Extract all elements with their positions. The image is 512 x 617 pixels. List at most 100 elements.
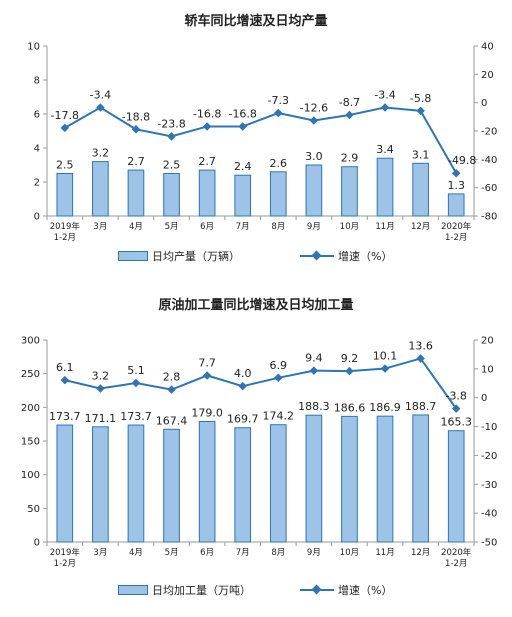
chart-1-legend-line: 增速（%） [300,248,392,264]
bar-label: 173.7 [120,410,152,423]
x-tick-label: 9月 [307,222,321,232]
bar [269,171,287,217]
bar [92,426,109,543]
x-tick-label: 8月 [271,548,285,558]
line-label: 2.8 [163,371,181,384]
bar-label: 179.0 [191,406,223,419]
chart-2-legend-line-label: 增速（%） [338,584,393,597]
bar [127,424,145,543]
bar-label: 3.4 [376,143,394,156]
x-tick-label: 5月 [165,222,179,232]
line-label: -12.6 [300,102,328,115]
right-tick-label: -80 [481,212,497,223]
left-tick-label: 0 [34,538,40,549]
chart-2-legend-line: 增速（%） [300,582,392,598]
right-tick-label: 0 [481,98,487,109]
x-tick-label: 10月 [340,548,359,558]
bar [341,166,358,217]
bar-label: 165.3 [440,416,472,429]
chart-1: 轿车同比增速及日均产量 0 2 4 6 8 10 -80 -60 -40 -20 0 20 40 2019… [0,0,512,290]
bar [376,415,394,543]
line-point [345,110,354,120]
line-point [416,106,425,116]
chart-2-legend-bar: 日均加工量（万吨） [118,582,251,598]
left-tick-label: 10 [27,42,40,53]
line-label: -16.8 [228,107,256,120]
line-point [345,366,354,376]
bar-label: 3.1 [412,148,430,161]
bar-label: 167.4 [156,414,188,427]
bar-label: 174.2 [263,410,295,423]
x-tick-label: 1-2月 [54,559,76,569]
left-tick-label: 200 [21,403,40,414]
left-tick-label: 6 [34,110,40,121]
right-tick-label: 40 [481,42,494,53]
x-tick-label: 3月 [93,222,107,232]
line-point [131,125,141,134]
right-tick-label: -30 [481,480,497,491]
bar-label: 173.7 [49,410,81,423]
x-tick-label: 3月 [93,548,107,558]
line-marker-icon [300,255,334,257]
bar [198,420,216,543]
bar-label: 2.7 [198,155,216,168]
bar-label: 1.3 [447,179,465,192]
line-label: -23.8 [157,117,185,130]
bar [92,161,109,217]
x-tick-label: 2019年 [50,547,81,558]
bar-label: 3.0 [305,150,323,163]
line-point [380,103,390,112]
bar-label: 186.9 [369,401,401,414]
bar-label: 186.6 [334,401,366,414]
bar [56,173,74,217]
x-tick-label: 2020年 [441,547,472,558]
bar-label: 2.5 [56,159,74,172]
line-label: -3.4 [90,88,111,101]
line-point [60,123,70,133]
line-point [202,371,212,380]
line-point [96,384,105,393]
x-tick-label: 12月 [411,548,430,558]
bar [305,414,323,543]
line-label: -49.8 [448,154,476,167]
line-label: -17.8 [51,109,79,122]
right-tick-label: -20 [481,451,497,462]
line-point [238,381,247,391]
bar [269,424,287,543]
bar-label: 2.7 [127,155,145,168]
chart-1-legend-bar: 日均产量（万辆） [118,248,240,264]
x-tick-label: 2019年 [50,221,81,232]
right-tick-label: 10 [481,364,494,375]
x-tick-label: 11月 [375,222,394,232]
bar [234,174,252,217]
line-point [274,373,283,383]
line-point [309,366,319,375]
bar-label: 188.7 [405,400,437,413]
left-tick-label: 100 [21,470,40,481]
x-tick-label: 1-2月 [445,559,467,569]
line-label: 7.7 [198,356,216,369]
line-label: -18.8 [122,110,150,123]
x-tick-label: 4月 [129,548,143,558]
right-tick-label: -50 [481,538,497,549]
line-label: 5.1 [127,364,145,377]
right-tick-label: -40 [481,155,497,166]
bar-label: 169.7 [227,413,259,426]
line-label: -16.8 [193,107,221,120]
bar [412,162,429,217]
left-tick-label: 150 [21,437,40,448]
bar-label: 171.1 [85,412,117,425]
chart-1-title: 轿车同比增速及日均产量 [184,14,328,29]
right-tick-label: 20 [481,336,494,347]
line-point [451,168,461,178]
bar-label: 3.2 [92,147,110,160]
bar [341,415,358,543]
line-label: 6.1 [56,361,74,374]
line-point [274,108,283,118]
line-point [60,375,70,385]
x-tick-label: 1-2月 [445,233,467,243]
x-tick-label: 4月 [129,222,143,232]
bar-label: 2.5 [163,159,181,172]
left-tick-label: 2 [34,178,40,189]
left-tick-label: 250 [21,369,40,380]
